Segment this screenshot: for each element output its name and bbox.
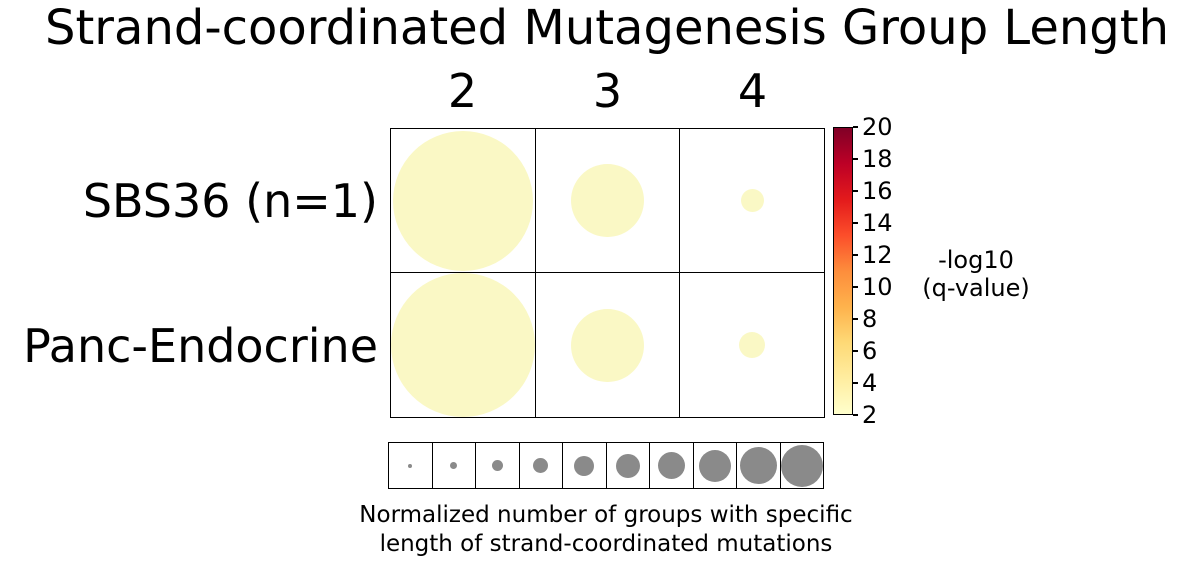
chart-title: Strand-coordinated Mutagenesis Group Len… [45,0,1169,56]
size-legend-circle-4 [533,458,549,473]
matrix-cell-r1-c3 [536,129,680,273]
size-legend-cell-1 [389,443,433,488]
column-header-4: 4 [737,64,768,118]
size-legend-cell-6 [607,443,650,488]
column-header-2: 2 [447,64,478,118]
caption-line2: length of strand-coordinated mutations [379,530,833,557]
bubble-r1-c4 [740,189,764,212]
size-legend-circle-10 [780,444,823,487]
bubble-matrix [390,128,825,418]
matrix-cell-r1-c4 [680,129,824,273]
size-legend-circle-6 [615,453,640,478]
caption-line1: Normalized number of groups with specifi… [359,502,853,528]
size-legend-cell-5 [563,443,607,488]
matrix-cell-r2-c4 [680,273,824,417]
matrix-cell-r2-c2 [391,273,536,417]
colorbar-tick-label-20: 20 [862,113,893,141]
colorbar-tick-6 [853,350,858,352]
size-legend-circle-5 [574,455,595,476]
size-legend-caption: Normalized number of groups with specifi… [359,501,852,559]
colorbar-tick-label-4: 4 [862,369,878,397]
size-legend-cell-9 [737,443,781,488]
colorbar-tick-12 [853,254,858,256]
colorbar-tick-label-12: 12 [862,241,893,269]
colorbar-tick-16 [853,190,858,192]
colorbar-tick-label-2: 2 [862,401,878,429]
colorbar-tick-label-8: 8 [862,305,878,333]
colorbar-label-line1: -log10 [938,246,1014,274]
bubble-r2-c3 [571,308,644,382]
column-header-3: 3 [592,64,623,118]
bubble-r2-c4 [739,332,765,358]
colorbar-tick-label-10: 10 [862,273,893,301]
colorbar-tick-label-14: 14 [862,209,893,237]
size-legend-cell-7 [650,443,694,488]
colorbar-tick-10 [853,286,858,288]
size-legend-cell-10 [780,443,824,488]
colorbar-tick-label-16: 16 [862,177,893,205]
size-legend-cell-2 [433,443,476,488]
colorbar-tick-14 [853,222,858,224]
bubble-r1-c3 [571,164,644,237]
colorbar-tick-4 [853,382,858,384]
size-legend-cell-4 [520,443,563,488]
size-legend-cell-3 [476,443,520,488]
size-legend-cell-8 [694,443,737,488]
matrix-cell-r1-c2 [391,129,536,273]
bubble-r1-c2 [393,130,533,271]
size-legend-circle-7 [657,452,685,479]
colorbar-tick-label-18: 18 [862,145,893,173]
matrix-cell-r2-c3 [536,273,680,417]
colorbar-tick-20 [853,126,858,128]
colorbar-tick-label-6: 6 [862,337,878,365]
bubble-r2-c2 [391,273,535,417]
size-legend-circle-1 [408,463,413,468]
colorbar-tick-8 [853,318,858,320]
size-legend-strip [388,442,824,489]
size-legend-circle-8 [698,449,731,482]
column-headers: 2 3 4 [390,60,825,122]
colorbar-tick-18 [853,158,858,160]
colorbar-gradient [833,127,853,415]
row-label-1: SBS36 (n=1) [82,173,378,228]
size-legend-circle-9 [739,447,777,484]
colorbar-label-line2: (q-value) [922,274,1030,303]
row-label-2: Panc-Endocrine [23,318,378,373]
size-legend-circle-3 [491,460,503,471]
row-labels: SBS36 (n=1) Panc-Endocrine [0,128,384,418]
size-legend-circle-2 [450,462,458,469]
colorbar-label: -log10 (q-value) [922,246,1030,303]
colorbar-tick-2 [853,414,858,416]
